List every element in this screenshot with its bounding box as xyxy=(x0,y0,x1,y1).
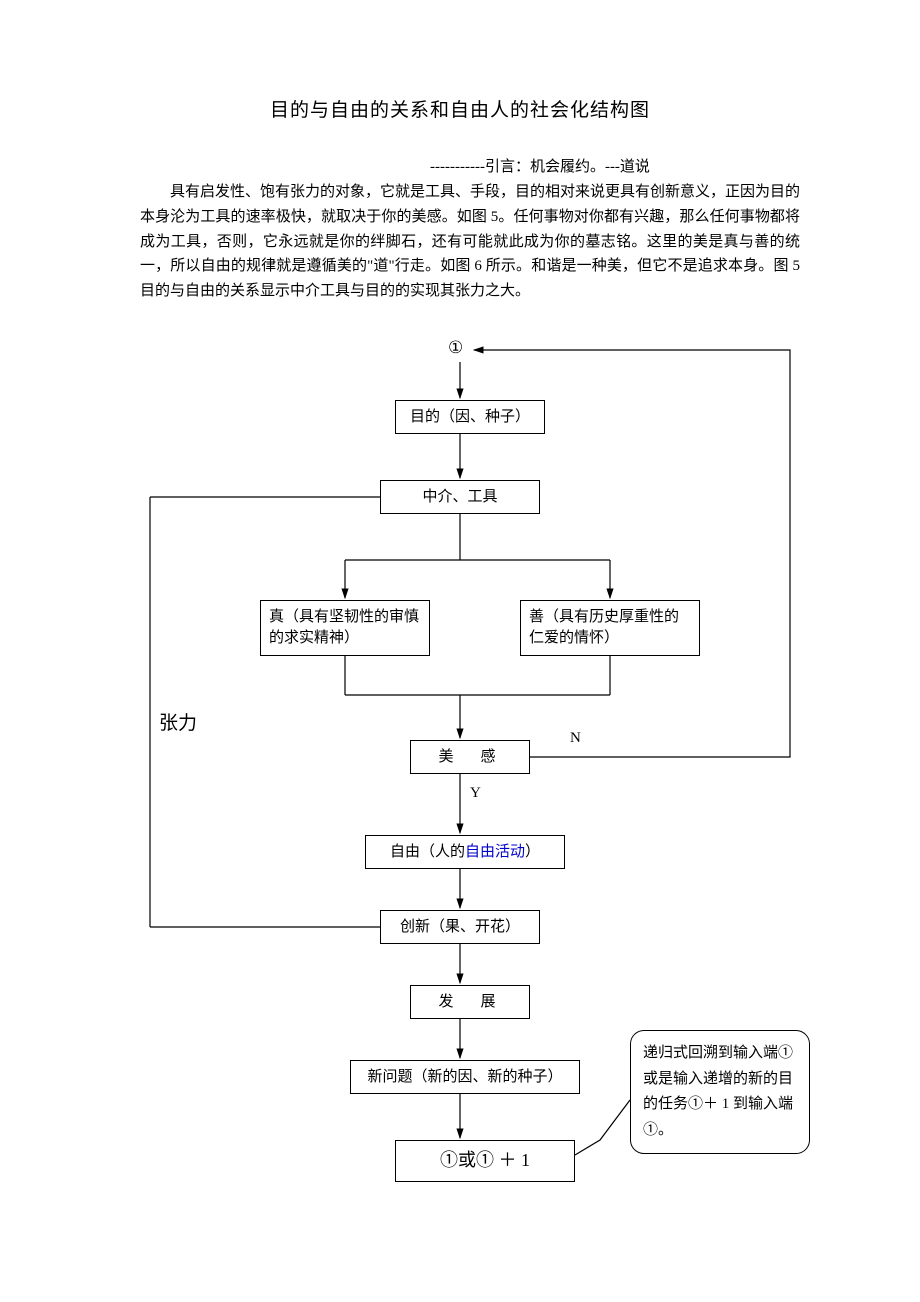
epigraph: -----------引言：机会履约。---道说 xyxy=(430,155,650,176)
node-purpose: 目的（因、种子） xyxy=(395,400,545,434)
node-freedom: 自由（人的自由活动） xyxy=(365,835,565,869)
node-tool: 中介、工具 xyxy=(380,480,540,514)
node-freedom-pre: 自由（人的 xyxy=(390,842,465,863)
label-tension: 张力 xyxy=(155,708,201,735)
node-start: ① xyxy=(448,338,463,358)
label-y: Y xyxy=(470,785,481,802)
node-beauty: 美 感 xyxy=(410,740,530,774)
node-freedom-post: ） xyxy=(525,842,540,863)
page-title: 目的与自由的关系和自由人的社会化结构图 xyxy=(0,95,920,122)
label-n: N xyxy=(570,730,581,747)
node-freedom-link: 自由活动 xyxy=(465,842,525,863)
page: 目的与自由的关系和自由人的社会化结构图 -----------引言：机会履约。-… xyxy=(0,0,920,1302)
node-newproblem: 新问题（新的因、新的种子） xyxy=(350,1060,580,1094)
node-truth: 真（具有坚韧性的审慎的求实精神） xyxy=(260,600,430,656)
intro-paragraph: 具有启发性、饱有张力的对象，它就是工具、手段，目的相对来说更具有创新意义，正因为… xyxy=(140,180,800,304)
node-innovation: 创新（果、开花） xyxy=(380,910,540,944)
node-recurse: ①或① ＋ 1 xyxy=(395,1140,575,1182)
flowchart: ① 目的（因、种子） 中介、工具 真（具有坚韧性的审慎的求实精神） 善（具有历史… xyxy=(0,330,920,1290)
node-develop: 发 展 xyxy=(410,985,530,1019)
callout-recursion: 递归式回溯到输入端①或是输入递增的新的目的任务①＋ 1 到输入端①。 xyxy=(630,1030,810,1154)
node-good: 善（具有历史厚重性的仁爱的情怀） xyxy=(520,600,700,656)
